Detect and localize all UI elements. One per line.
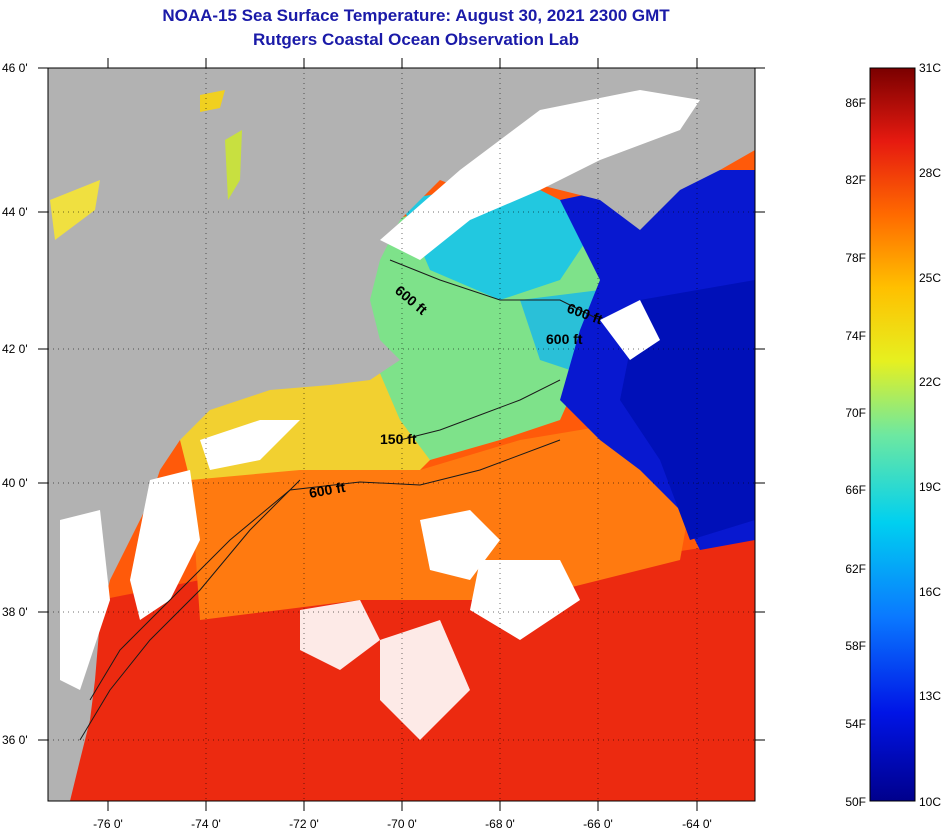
colorbar-f-label: 74F <box>845 329 866 343</box>
colorbar-celsius-labels: 31C 28C 25C 22C 19C 16C 13C 10C <box>919 61 941 809</box>
colorbar-c-label: 13C <box>919 689 941 703</box>
colorbar-c-label: 22C <box>919 375 941 389</box>
colorbar-c-label: 31C <box>919 61 941 75</box>
colorbar-c-label: 25C <box>919 271 941 285</box>
map-subtitle: Rutgers Coastal Ocean Observation Lab <box>253 30 579 49</box>
contour-label: 600 ft <box>546 331 583 347</box>
contour-label: 600 ft <box>308 479 347 501</box>
lat-label: 42 0' <box>2 342 28 356</box>
colorbar-f-label: 58F <box>845 639 866 653</box>
colorbar-f-label: 86F <box>845 96 866 110</box>
map-title: NOAA-15 Sea Surface Temperature: August … <box>162 6 670 25</box>
lon-label: -72 0' <box>289 817 319 831</box>
colorbar-f-label: 66F <box>845 483 866 497</box>
colorbar-c-label: 10C <box>919 795 941 809</box>
colorbar-f-label: 50F <box>845 795 866 809</box>
lon-label: -76 0' <box>93 817 123 831</box>
lat-label: 36 0' <box>2 733 28 747</box>
graticule <box>48 68 755 801</box>
lat-label: 40 0' <box>2 476 28 490</box>
lon-label: -70 0' <box>387 817 417 831</box>
lon-label: -64 0' <box>682 817 712 831</box>
colorbar-fahrenheit-labels: 86F 82F 78F 74F 70F 66F 62F 58F 54F 50F <box>845 96 866 809</box>
colorbar-c-label: 16C <box>919 585 941 599</box>
lat-label: 38 0' <box>2 605 28 619</box>
colorbar-f-label: 82F <box>845 173 866 187</box>
colorbar-f-label: 70F <box>845 406 866 420</box>
lon-label: -66 0' <box>583 817 613 831</box>
axis-ticks <box>38 58 765 811</box>
colorbar-c-label: 19C <box>919 480 941 494</box>
lat-label: 46 0' <box>2 61 28 75</box>
lon-label: -74 0' <box>191 817 221 831</box>
lon-label: -68 0' <box>485 817 515 831</box>
colorbar-f-label: 54F <box>845 717 866 731</box>
colorbar-f-label: 78F <box>845 251 866 265</box>
colorbar <box>869 67 916 802</box>
colorbar-f-label: 62F <box>845 562 866 576</box>
lat-label: 44 0' <box>2 205 28 219</box>
colorbar-c-label: 28C <box>919 166 941 180</box>
contour-label: 150 ft <box>380 431 417 447</box>
